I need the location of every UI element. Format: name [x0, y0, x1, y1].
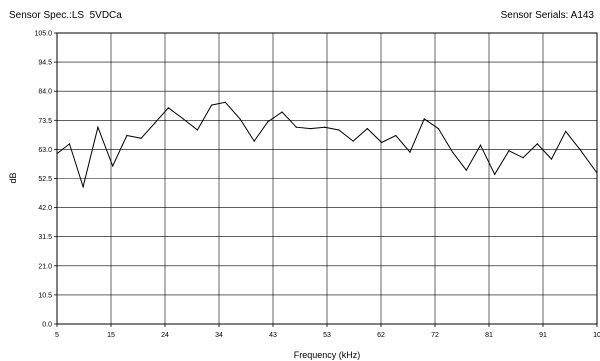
data-point: [508, 150, 510, 152]
data-point: [494, 173, 496, 175]
y-tick-label: 52.5: [38, 176, 52, 183]
data-point: [140, 137, 142, 139]
data-point: [338, 129, 340, 131]
data-point: [536, 143, 538, 145]
data-point: [267, 121, 269, 123]
data-point: [579, 148, 581, 150]
data-point: [465, 169, 467, 171]
data-point: [395, 134, 397, 137]
data-point: [126, 134, 128, 137]
x-axis-ticks: 5 15 24 34 43 53 62 72 81 91 10: [55, 324, 600, 339]
x-tick-label: 62: [377, 332, 385, 339]
y-tick-label: 105.0: [34, 31, 52, 38]
x-tick-label: 10: [593, 332, 600, 339]
data-point: [253, 140, 255, 142]
x-tick-label: 43: [269, 332, 277, 339]
y-axis-label: dB: [8, 172, 18, 183]
y-tick-label: 42.0: [38, 205, 52, 212]
x-tick-label: 81: [485, 332, 493, 339]
data-point: [352, 140, 354, 142]
data-point: [565, 130, 567, 132]
data-point: [295, 126, 297, 128]
y-tick-label: 31.5: [38, 234, 52, 241]
gridlines: [57, 33, 597, 324]
data-point: [437, 128, 440, 130]
y-tick-label: 10.5: [38, 292, 52, 299]
y-tick-label: 84.0: [38, 89, 52, 96]
data-point: [182, 118, 184, 120]
data-point: [366, 128, 368, 130]
y-tick-label: 21.0: [38, 263, 52, 270]
data-point: [167, 107, 170, 109]
data-point: [56, 152, 58, 155]
x-axis-label: Frequency (kHz): [294, 350, 361, 360]
data-point: [196, 129, 198, 131]
data-point: [324, 126, 326, 128]
sensor-serials-label: Sensor Serials: A143: [500, 10, 594, 21]
y-axis-ticks: 0.0 10.5 21.0 31.5 42.0 52.5 63.0 73.5 84.0 94.5 1…: [34, 31, 57, 329]
x-tick-label: 91: [539, 332, 547, 339]
x-tick-label: 15: [107, 332, 115, 339]
y-tick-label: 94.5: [38, 60, 52, 67]
data-point: [423, 118, 425, 120]
y-tick-label: 73.5: [38, 118, 52, 125]
data-point: [479, 144, 482, 146]
data-point: [97, 126, 99, 128]
data-point: [281, 111, 283, 113]
data-point: [82, 186, 84, 188]
x-tick-label: 34: [215, 332, 223, 339]
x-tick-label: 24: [161, 332, 169, 339]
x-tick-label: 5: [55, 332, 59, 339]
x-tick-label: 72: [431, 332, 439, 339]
data-point: [68, 143, 71, 145]
data-point: [211, 104, 213, 106]
data-point: [309, 128, 312, 130]
data-point: [112, 165, 114, 167]
data-point: [239, 118, 241, 120]
data-point: [224, 101, 226, 103]
data-point: [154, 122, 156, 124]
y-tick-label: 63.0: [38, 147, 52, 154]
x-tick-label: 53: [323, 332, 331, 339]
data-point: [522, 157, 524, 159]
series-group: [56, 101, 598, 189]
data-point: [409, 151, 411, 153]
y-tick-label: 0.0: [42, 322, 52, 329]
data-point: [380, 141, 383, 144]
sensor-spec-label: Sensor Spec.:LS 5VDCa: [9, 10, 122, 21]
data-point: [550, 158, 553, 160]
data-point: [596, 172, 598, 174]
data-point: [452, 151, 454, 153]
